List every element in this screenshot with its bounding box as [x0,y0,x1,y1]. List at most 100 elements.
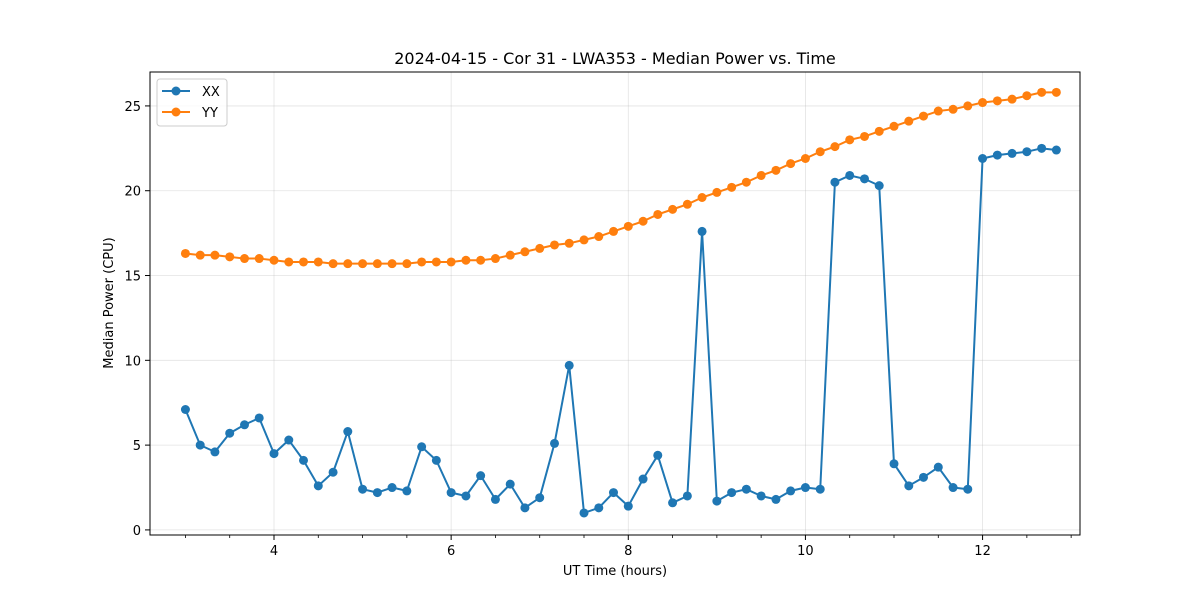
data-point-yy [240,254,250,264]
data-point-xx [623,501,633,511]
data-point-xx [564,360,574,370]
data-point-yy [653,209,663,219]
data-point-yy [550,240,560,250]
data-point-yy [963,101,973,111]
data-point-yy [608,226,618,236]
data-point-xx [682,491,692,501]
data-point-yy [476,255,486,265]
data-point-xx [431,455,441,465]
data-point-xx [476,471,486,481]
data-point-yy [520,247,530,257]
x-tick-label: 8 [624,544,632,559]
data-point-xx [800,483,810,493]
y-tick-label: 25 [124,100,141,115]
y-tick-label: 5 [133,439,141,454]
x-tick-label: 10 [797,544,814,559]
data-point-xx [520,503,530,513]
data-point-xx [387,483,397,493]
data-point-xx [815,484,825,494]
data-point-xx [638,474,648,484]
data-point-yy [535,243,545,253]
data-point-xx [269,449,279,459]
data-point-yy [830,142,840,152]
legend-label: YY [201,106,218,121]
series-yy [180,87,1061,269]
data-point-xx [860,174,870,184]
data-point-yy [446,257,456,267]
data-point-yy [269,255,279,265]
y-tick-label: 10 [124,354,141,369]
data-point-yy [904,116,914,126]
plot-frame [149,71,1081,536]
data-point-xx [284,435,294,445]
data-point-xx [358,484,368,494]
data-point-yy [313,257,323,267]
data-point-xx [195,440,205,450]
data-point-xx [978,153,988,163]
data-point-xx [343,427,353,437]
data-point-xx [254,413,264,423]
data-point-yy [402,259,412,269]
data-point-yy [195,250,205,260]
data-point-yy [461,255,471,265]
data-point-yy [298,257,308,267]
data-point-yy [579,235,589,245]
legend-label: XX [202,85,220,100]
data-point-xx [727,488,737,498]
data-point-xx [446,488,456,498]
series-xx [180,143,1061,518]
data-point-yy [992,96,1002,106]
data-point-xx [372,488,382,498]
data-point-yy [771,165,781,175]
x-tick-label: 6 [447,544,455,559]
data-point-yy [860,131,870,141]
data-point-yy [225,252,235,262]
legend-entry-xx: XX [162,85,220,100]
data-point-yy [918,111,928,121]
data-point-yy [978,98,988,108]
data-point-yy [845,135,855,145]
data-point-yy [387,259,397,269]
data-point-yy [594,232,604,242]
data-point-xx [933,462,943,472]
data-point-yy [1007,94,1017,104]
data-point-yy [505,250,515,260]
data-point-xx [845,170,855,180]
ticks: 4 6 8 10 12 0 5 10 15 20 25 [124,100,1072,559]
x-tick-label: 4 [270,544,278,559]
y-tick-label: 20 [124,185,141,200]
data-point-xx [328,467,338,477]
data-point-xx [298,455,308,465]
data-point-xx [712,496,722,506]
data-point-xx [240,420,250,430]
legend-swatch-marker [171,86,181,96]
legend: XX YY [156,78,228,127]
series-layer [180,87,1061,518]
data-point-xx [756,491,766,501]
data-point-yy [358,259,368,269]
data-point-xx [874,181,884,191]
data-point-xx [608,488,618,498]
data-point-yy [180,248,190,258]
data-point-yy [328,259,338,269]
data-point-yy [1051,87,1061,97]
data-point-xx [550,438,560,448]
data-point-xx [210,447,220,457]
chart-title: 2024-04-15 - Cor 31 - LWA353 - Median Po… [394,49,836,68]
data-point-xx [225,428,235,438]
data-point-xx [889,459,899,469]
data-point-xx [490,494,500,504]
data-point-xx [417,442,427,452]
data-point-yy [417,257,427,267]
data-point-yy [933,106,943,116]
data-point-yy [564,238,574,248]
y-axis-label: Median Power (CPU) [102,237,117,368]
legend-entry-yy: YY [162,106,218,121]
data-point-yy [800,153,810,163]
data-point-xx [697,226,707,236]
grid [150,72,1080,535]
data-point-yy [343,259,353,269]
data-point-xx [1022,147,1032,157]
data-point-yy [786,159,796,169]
